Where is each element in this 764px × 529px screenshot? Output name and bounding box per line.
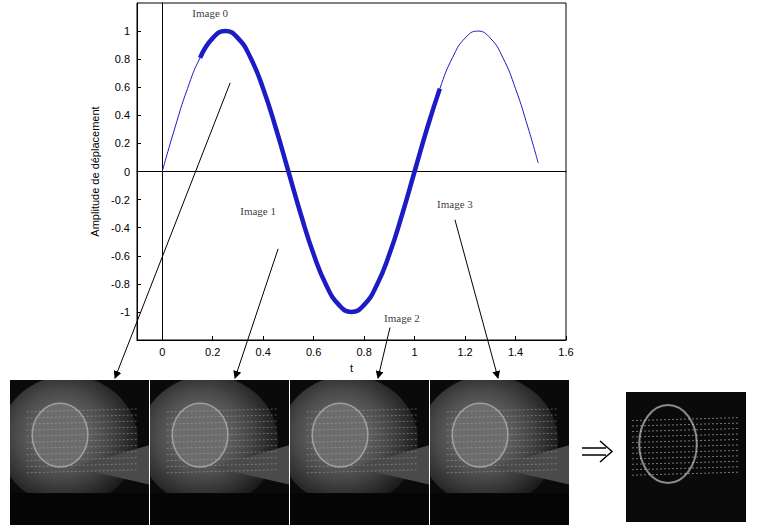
svg-text:1: 1 xyxy=(124,25,130,37)
svg-text:Image 3: Image 3 xyxy=(437,198,473,210)
svg-text:-0.6: -0.6 xyxy=(111,250,130,262)
svg-text:0.6: 0.6 xyxy=(115,81,130,93)
svg-text:1.6: 1.6 xyxy=(558,346,573,358)
svg-text:0.2: 0.2 xyxy=(115,137,130,149)
svg-text:t: t xyxy=(350,362,353,374)
svg-text:0.4: 0.4 xyxy=(115,109,130,121)
svg-text:0: 0 xyxy=(124,166,130,178)
svg-text:Amplitude de déplacement: Amplitude de déplacement xyxy=(89,106,101,236)
svg-text:0.6: 0.6 xyxy=(306,346,321,358)
svg-text:0.4: 0.4 xyxy=(256,346,271,358)
svg-text:0.8: 0.8 xyxy=(115,53,130,65)
svg-text:Image 2: Image 2 xyxy=(384,312,420,324)
svg-text:-0.8: -0.8 xyxy=(111,278,130,290)
svg-text:1: 1 xyxy=(412,346,418,358)
svg-text:-0.4: -0.4 xyxy=(111,222,130,234)
svg-text:1.4: 1.4 xyxy=(508,346,523,358)
svg-text:Image 0: Image 0 xyxy=(192,7,228,19)
svg-text:0: 0 xyxy=(159,346,165,358)
svg-text:1.2: 1.2 xyxy=(457,346,472,358)
svg-text:0.8: 0.8 xyxy=(356,346,371,358)
svg-text:-0.2: -0.2 xyxy=(111,194,130,206)
svg-text:0.2: 0.2 xyxy=(205,346,220,358)
svg-text:Image 1: Image 1 xyxy=(240,205,276,217)
svg-text:-1: -1 xyxy=(120,306,130,318)
